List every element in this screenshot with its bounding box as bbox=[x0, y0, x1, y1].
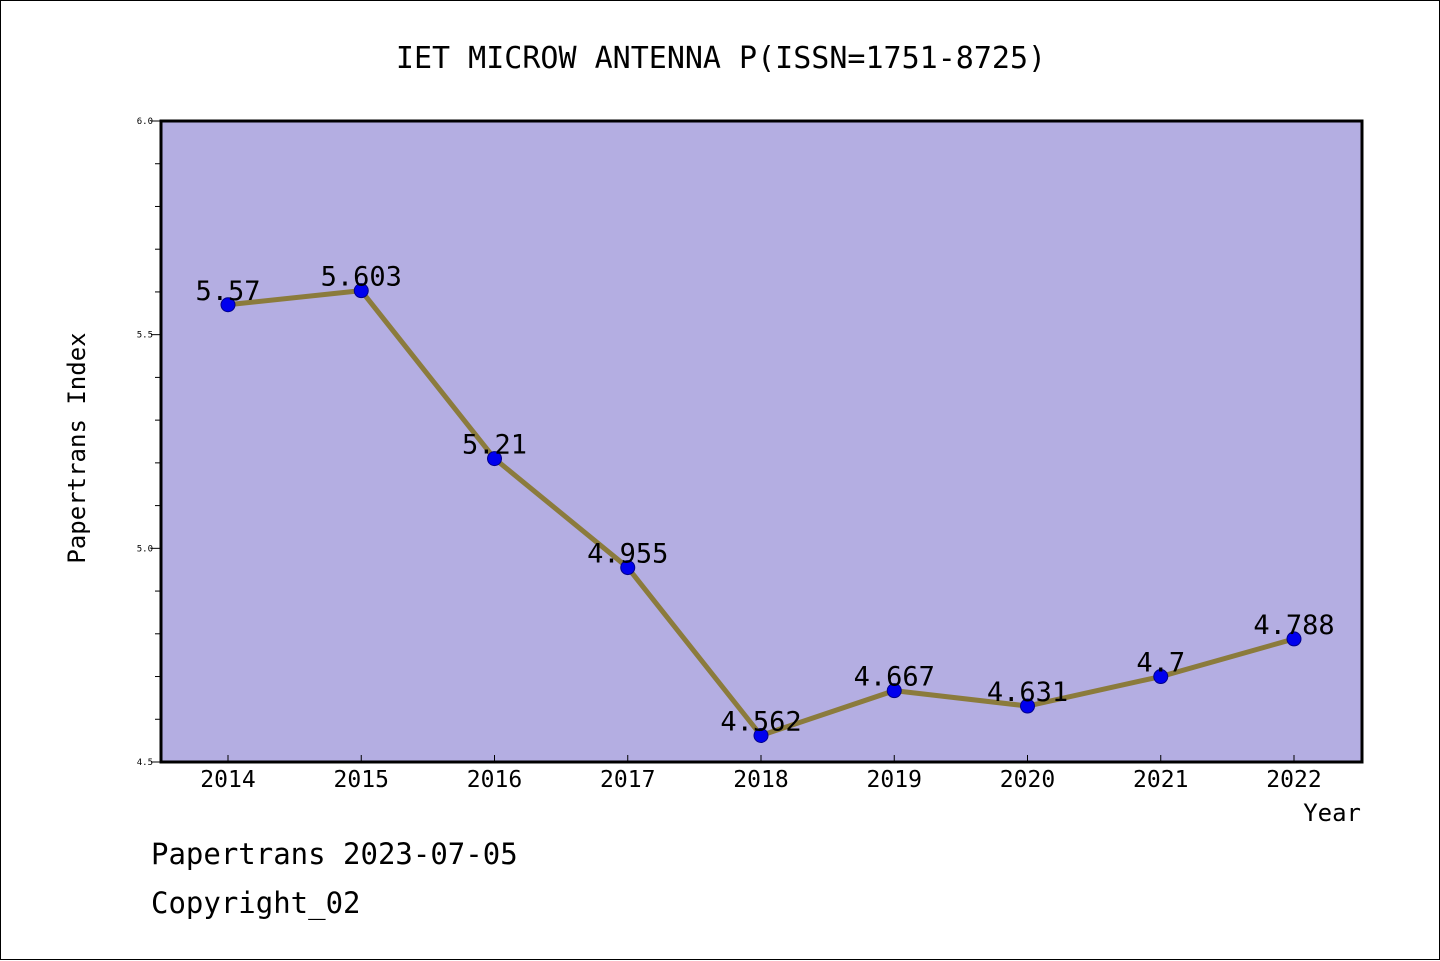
y-tick-label: 6.0 bbox=[137, 117, 153, 127]
plot-border bbox=[159, 119, 1364, 764]
y-axis: 4.5 5.0 5.5 6.0 bbox=[137, 117, 161, 768]
copyright-text: Copyright_02 bbox=[151, 886, 361, 920]
y-tick-label: 4.5 bbox=[137, 758, 153, 768]
data-label: 4.562 bbox=[720, 707, 801, 738]
data-point bbox=[353, 283, 369, 299]
data-point bbox=[1286, 631, 1302, 647]
x-tick-label: 2020 bbox=[1000, 767, 1055, 793]
data-point bbox=[886, 683, 902, 699]
chart-title: IET MICROW ANTENNA P(ISSN=1751-8725) bbox=[396, 41, 1046, 76]
data-point bbox=[487, 451, 502, 467]
data-labels: 5.57 5.603 5.21 4.955 4.562 4.667 4.631 4.7 4.78… bbox=[195, 262, 1334, 738]
x-tick-label: 2019 bbox=[867, 767, 922, 793]
x-tick-label: 2022 bbox=[1266, 767, 1321, 793]
x-tick-label: 2017 bbox=[600, 767, 655, 793]
data-label: 4.788 bbox=[1253, 610, 1334, 641]
data-label: 4.667 bbox=[854, 662, 935, 693]
data-point bbox=[220, 297, 236, 313]
data-point bbox=[1020, 698, 1035, 714]
source-date-text: Papertrans 2023-07-05 bbox=[151, 837, 518, 871]
y-tick-label: 5.5 bbox=[137, 331, 153, 341]
x-axis-label: Year bbox=[1303, 799, 1361, 827]
plot-area bbox=[161, 121, 1362, 762]
data-label: 4.631 bbox=[987, 677, 1068, 708]
x-tick-label: 2016 bbox=[467, 767, 522, 793]
series-papertrans-index bbox=[220, 283, 1302, 744]
data-label: 4.955 bbox=[587, 539, 668, 570]
data-point bbox=[753, 728, 769, 744]
x-axis: 2014 2015 2016 2017 2018 2019 2020 2021 2022 bbox=[200, 755, 1322, 793]
data-label: 5.57 bbox=[195, 276, 260, 307]
y-tick-label: 5.0 bbox=[137, 544, 153, 554]
x-tick-label: 2015 bbox=[334, 767, 389, 793]
x-tick-label: 2018 bbox=[733, 767, 788, 793]
data-label: 5.21 bbox=[462, 430, 527, 461]
x-tick-label: 2014 bbox=[200, 767, 255, 793]
data-label: 5.603 bbox=[321, 262, 402, 293]
x-tick-label: 2021 bbox=[1133, 767, 1188, 793]
data-point bbox=[620, 560, 636, 576]
y-axis-label: Papertrans Index bbox=[63, 332, 91, 563]
data-label: 4.7 bbox=[1136, 648, 1185, 679]
data-point bbox=[1153, 669, 1169, 685]
